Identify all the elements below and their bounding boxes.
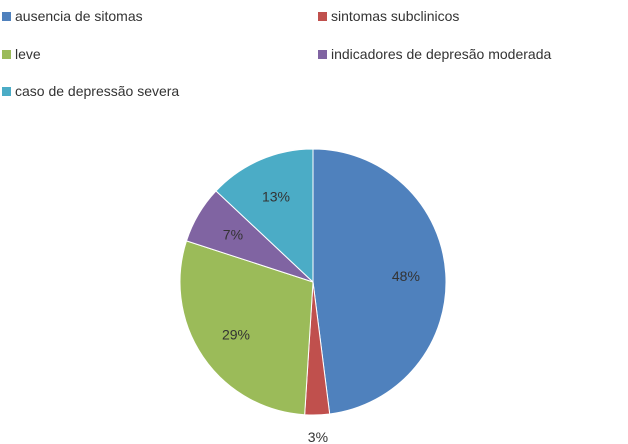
legend-label: sintomas subclinicos (331, 8, 460, 24)
legend-item-leve: leve (2, 46, 41, 62)
data-label-indicadores-de-depresao-moderada: 7% (223, 227, 243, 243)
legend-swatch (2, 11, 11, 21)
pie-slice-ausencia-de-sitomas (312, 148, 447, 415)
legend-item-sintomas-subclinicos: sintomas subclinicos (318, 8, 459, 24)
data-label-sintomas-subclinicos: 3% (308, 429, 328, 444)
data-label-leve: 29% (222, 326, 250, 342)
legend-swatch (318, 11, 327, 21)
legend-swatch (318, 49, 327, 59)
chart-legend: ausencia de sitomas sintomas subclinicos… (0, 0, 628, 110)
legend-label: indicadores de depresão moderada (331, 46, 552, 62)
pie-slice-caso-de-depressao-severa (215, 148, 314, 284)
legend-item-ausencia-de-sitomas: ausencia de sitomas (2, 8, 143, 24)
legend-swatch (2, 86, 11, 96)
legend-label: caso de depressão severa (15, 83, 180, 99)
data-label-caso-de-depressao-severa: 13% (262, 189, 290, 205)
legend-item-indicadores-de-depresao-moderada: indicadores de depresão moderada (318, 46, 551, 62)
legend-swatch (2, 49, 11, 59)
legend-label: leve (15, 46, 41, 62)
legend-item-caso-de-depressao-severa: caso de depressão severa (2, 83, 179, 99)
legend-label: ausencia de sitomas (15, 8, 143, 24)
data-label-ausencia-de-sitomas: 48% (392, 268, 420, 284)
pie-slice-leve (179, 240, 314, 416)
